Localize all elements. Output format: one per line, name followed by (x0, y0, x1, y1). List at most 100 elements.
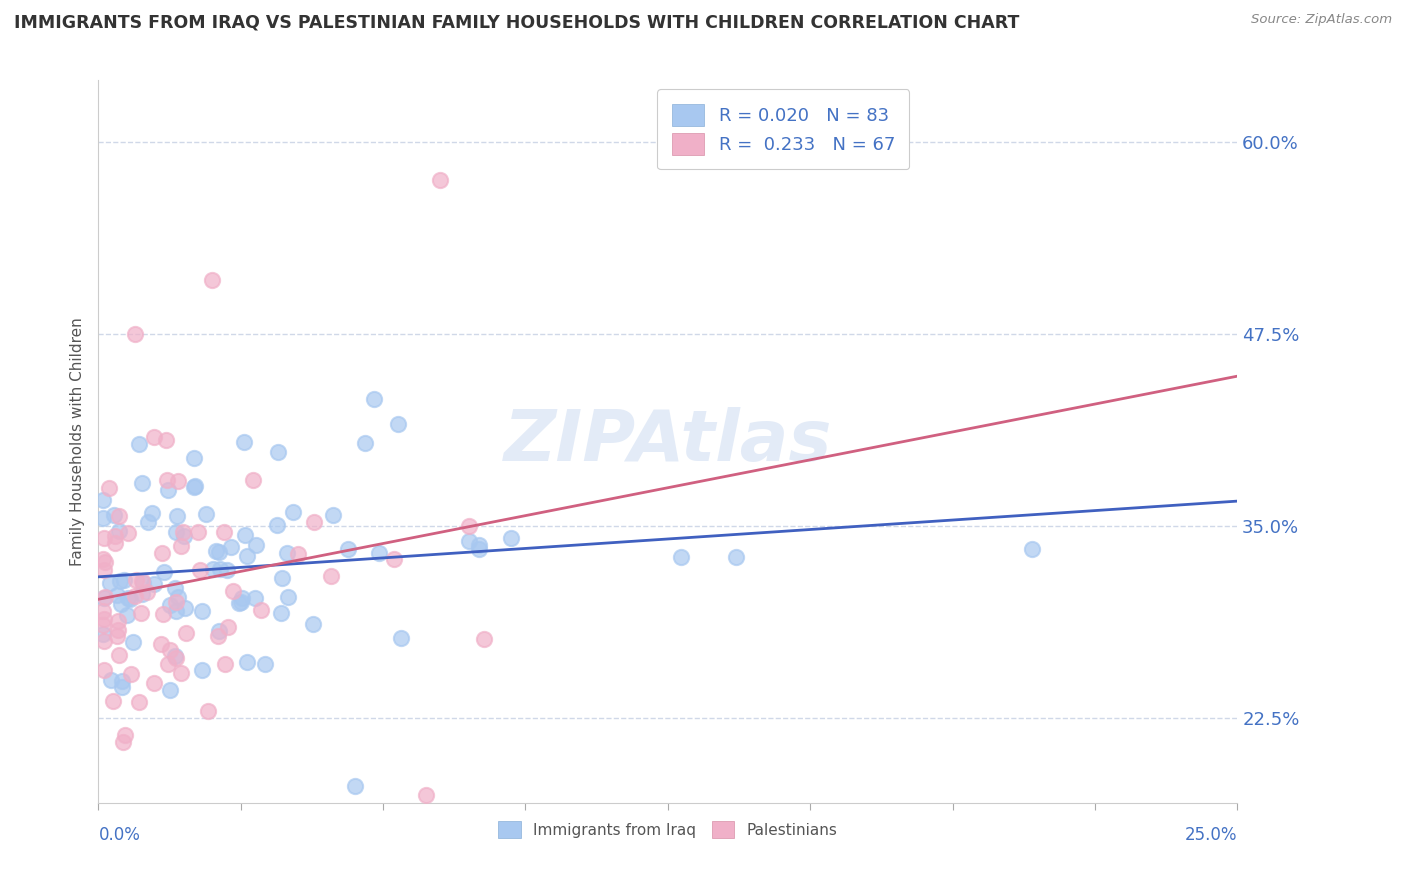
Point (467, 542, 489, 557)
Point (165, 604, 187, 618)
Point (254, 657, 277, 672)
Point (337, 541, 360, 556)
Point (236, 656, 259, 670)
Point (287, 547, 309, 561)
Point (117, 591, 139, 606)
Point (121, 635, 143, 649)
Point (169, 539, 191, 553)
Point (91, 511, 114, 525)
Point (105, 629, 128, 643)
Point (117, 526, 139, 541)
Point (104, 528, 127, 542)
Point (217, 563, 239, 577)
Point (114, 727, 136, 741)
Point (94, 590, 117, 604)
Point (207, 629, 229, 643)
Point (93, 634, 115, 648)
Point (271, 571, 294, 585)
Point (190, 604, 212, 618)
Point (103, 694, 125, 708)
Point (194, 507, 217, 521)
Point (233, 528, 256, 542)
Point (245, 591, 267, 605)
Point (242, 474, 264, 488)
Point (108, 574, 131, 589)
Point (149, 637, 172, 651)
Point (245, 538, 267, 552)
Point (468, 537, 491, 551)
Point (103, 508, 125, 523)
Point (125, 573, 148, 587)
Point (91, 604, 114, 618)
Point (201, 273, 224, 287)
Point (222, 584, 245, 599)
Point (472, 632, 495, 646)
Point (208, 545, 231, 559)
Point (344, 779, 367, 793)
Point (165, 650, 187, 665)
Point (266, 517, 288, 532)
Point (429, 173, 451, 187)
Point (187, 525, 209, 540)
Point (236, 549, 259, 564)
Point (120, 667, 142, 681)
Text: IMMIGRANTS FROM IRAQ VS PALESTINIAN FAMILY HOUSEHOLDS WITH CHILDREN CORRELATION : IMMIGRANTS FROM IRAQ VS PALESTINIAN FAMI… (14, 13, 1019, 31)
Point (165, 595, 187, 609)
Point (183, 450, 205, 465)
Text: 25.0%: 25.0% (1185, 826, 1237, 844)
Point (322, 508, 344, 522)
Point (228, 596, 250, 610)
Point (163, 649, 186, 664)
Point (93, 531, 115, 545)
Point (108, 524, 131, 538)
Point (165, 582, 187, 596)
Point (214, 657, 236, 672)
Point (725, 549, 748, 564)
Point (184, 478, 207, 492)
Point (671, 549, 693, 564)
Point (131, 574, 153, 589)
Point (157, 657, 180, 671)
Text: ZIPAtlas: ZIPAtlas (503, 407, 832, 476)
Point (363, 392, 385, 406)
Point (135, 584, 157, 599)
Point (110, 597, 132, 611)
Point (204, 544, 226, 558)
Point (142, 430, 165, 444)
Point (368, 546, 391, 560)
Point (172, 524, 194, 539)
Point (173, 600, 195, 615)
Point (91, 551, 114, 566)
Point (384, 551, 406, 566)
Point (131, 476, 153, 491)
Point (97, 482, 120, 496)
Point (267, 444, 290, 458)
Point (111, 734, 134, 748)
Text: 0.0%: 0.0% (98, 826, 141, 844)
Point (190, 663, 212, 677)
Y-axis label: Family Households with Children: Family Households with Children (69, 318, 84, 566)
Point (159, 643, 181, 657)
Point (124, 589, 146, 603)
Point (98, 575, 121, 590)
Point (93, 591, 115, 606)
Point (104, 536, 127, 550)
Point (499, 532, 522, 546)
Point (128, 695, 150, 709)
Point (91, 492, 114, 507)
Point (1021, 542, 1043, 557)
Point (107, 623, 129, 637)
Point (108, 648, 131, 662)
Point (201, 562, 224, 576)
Point (157, 483, 180, 497)
Point (209, 561, 232, 575)
Point (183, 481, 205, 495)
Point (114, 574, 136, 588)
Point (91, 627, 114, 641)
Point (277, 590, 299, 604)
Point (132, 576, 155, 591)
Point (93, 664, 115, 678)
Point (233, 434, 256, 449)
Point (304, 515, 326, 529)
Point (176, 625, 198, 640)
